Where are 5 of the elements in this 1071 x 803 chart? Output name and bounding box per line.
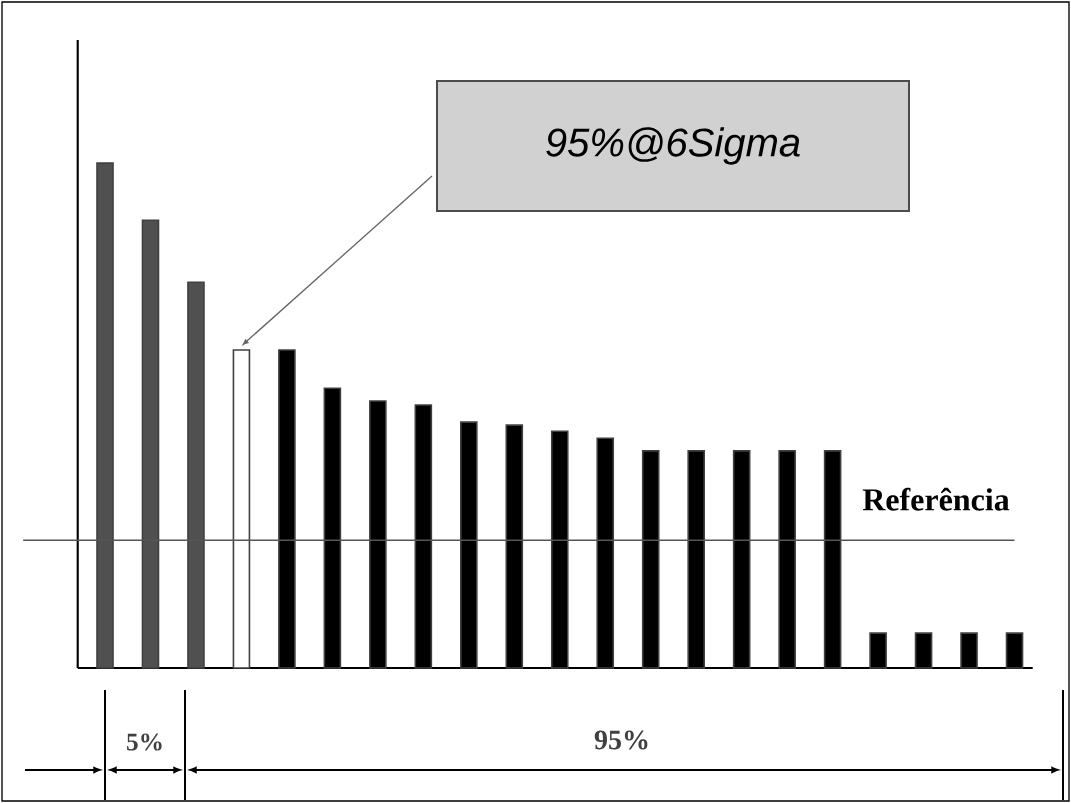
text: 5% xyxy=(127,733,162,751)
ref-line-label: Referência xyxy=(862,487,1010,511)
bar xyxy=(232,349,251,669)
annotation: 95%@6Sigma xyxy=(546,127,800,165)
text: 95% xyxy=(594,730,648,750)
